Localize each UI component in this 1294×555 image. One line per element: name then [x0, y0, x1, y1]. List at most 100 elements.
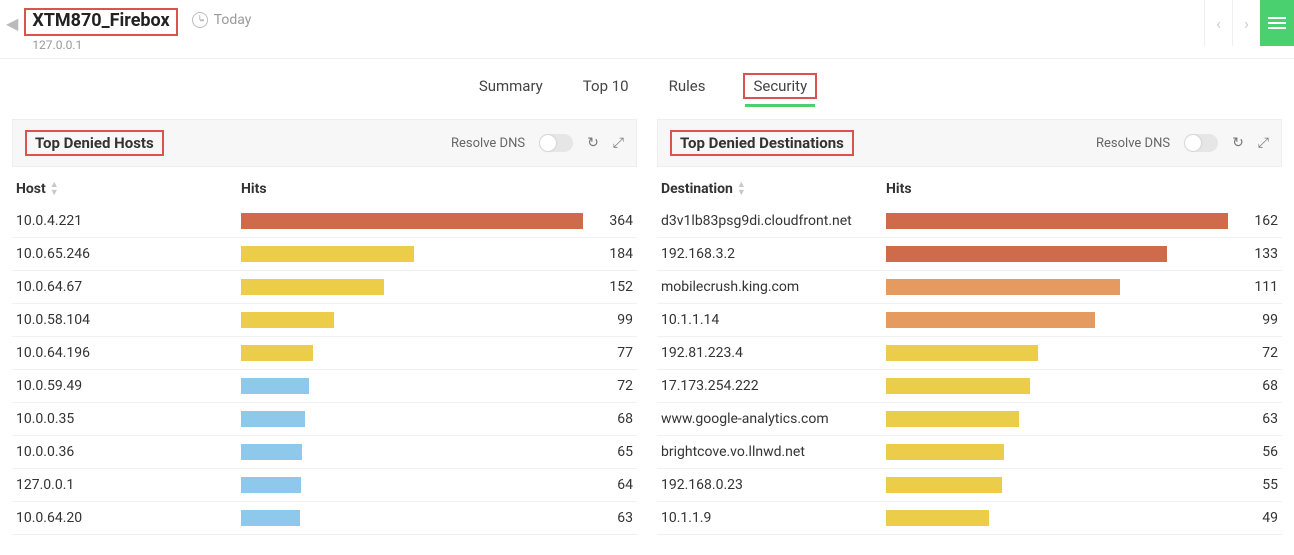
hits-bar — [241, 345, 313, 361]
table-row[interactable]: 192.81.223.4 72 — [657, 337, 1282, 370]
hits-bar — [241, 510, 300, 526]
bar-wrap — [886, 378, 1228, 394]
table-row[interactable]: 10.0.65.246184 — [12, 238, 637, 271]
table-row[interactable]: d3v1lb83psg9di.cloudfront.net 162 — [657, 205, 1282, 238]
row-value: 162 — [1228, 213, 1278, 229]
table-row[interactable]: 10.1.1.14 99 — [657, 304, 1282, 337]
tab-top-10[interactable]: Top 10 — [581, 73, 631, 99]
row-value: 99 — [583, 312, 633, 328]
hits-bar — [241, 411, 305, 427]
refresh-icon[interactable]: ↻ — [1232, 135, 1244, 151]
table-row[interactable]: mobilecrush.king.com111 — [657, 271, 1282, 304]
row-value: 133 — [1228, 246, 1278, 262]
bar-wrap — [241, 411, 583, 427]
bar-wrap — [886, 477, 1228, 493]
bar-wrap — [886, 444, 1228, 460]
row-label: 192.168.0.23 — [661, 477, 886, 493]
hamburger-icon — [1268, 22, 1286, 24]
resolve-dns-toggle[interactable] — [1184, 134, 1218, 152]
expand-icon[interactable]: ⤢ — [613, 135, 624, 151]
bar-wrap — [241, 444, 583, 460]
hits-bar — [886, 444, 1004, 460]
hits-bar — [886, 510, 989, 526]
table-row[interactable]: 127.0.0.164 — [12, 469, 637, 502]
row-label: 10.1.1.14 — [661, 312, 886, 328]
table-row[interactable]: 10.0.64.19677 — [12, 337, 637, 370]
menu-button[interactable] — [1260, 0, 1294, 46]
table-row[interactable]: 10.0.64.20 63 — [12, 502, 637, 535]
table-row[interactable]: 10.0.0.3568 — [12, 403, 637, 436]
row-label: 10.0.64.20 — [16, 510, 241, 526]
table-row[interactable]: 10.1.1.949 — [657, 502, 1282, 535]
bar-wrap — [241, 510, 583, 526]
column-label[interactable]: Host▲▼ — [16, 181, 241, 197]
next-page-icon[interactable]: › — [1232, 0, 1260, 46]
row-value: 99 — [1228, 312, 1278, 328]
table-row[interactable]: 10.0.4.221 364 — [12, 205, 637, 238]
row-value: 56 — [1228, 444, 1278, 460]
hits-bar — [241, 246, 414, 262]
row-value: 63 — [1228, 411, 1278, 427]
panel-title: Top Denied Destinations — [670, 130, 854, 156]
expand-icon[interactable]: ⤢ — [1258, 135, 1269, 151]
table-row[interactable]: 10.0.64.67152 — [12, 271, 637, 304]
column-hits[interactable]: Hits — [241, 181, 633, 197]
column-hits[interactable]: Hits — [886, 181, 1278, 197]
bar-wrap — [886, 213, 1228, 229]
row-value: 49 — [1228, 510, 1278, 526]
panel-title: Top Denied Hosts — [25, 130, 164, 156]
hits-bar — [886, 411, 1019, 427]
column-headers: Host▲▼Hits — [12, 167, 637, 205]
table-row[interactable]: brightcove.vo.llnwd.net 56 — [657, 436, 1282, 469]
nav-right: ‹ › — [1204, 0, 1294, 46]
panel-0: Top Denied HostsResolve DNS↻⤢Host▲▼Hits1… — [12, 119, 637, 535]
refresh-icon[interactable]: ↻ — [587, 135, 599, 151]
device-name[interactable]: XTM870_Firebox — [24, 8, 177, 36]
tab-rules[interactable]: Rules — [667, 73, 708, 99]
bar-wrap — [241, 213, 583, 229]
panels-container: Top Denied HostsResolve DNS↻⤢Host▲▼Hits1… — [0, 109, 1294, 555]
back-arrow-icon[interactable]: ◀ — [6, 8, 24, 33]
bar-wrap — [886, 312, 1228, 328]
row-value: 72 — [1228, 345, 1278, 361]
time-range-picker[interactable]: Today — [178, 8, 252, 28]
bar-wrap — [886, 279, 1228, 295]
bar-wrap — [886, 246, 1228, 262]
prev-page-icon[interactable]: ‹ — [1204, 0, 1232, 46]
hits-bar — [241, 444, 302, 460]
bar-wrap — [886, 411, 1228, 427]
panel-1: Top Denied Destinations Resolve DNS ↻ ⤢ Dest… — [657, 119, 1282, 535]
tab-security[interactable]: Security — [743, 73, 817, 99]
top-bar: ◀ XTM870_Firebox 127.0.0.1 Today ‹ › — [0, 0, 1294, 59]
table-row[interactable]: 192.168.3.2133 — [657, 238, 1282, 271]
hits-bar — [886, 213, 1228, 229]
bar-wrap — [241, 312, 583, 328]
table-row[interactable]: 10.0.59.4972 — [12, 370, 637, 403]
hits-bar — [241, 312, 334, 328]
hits-bar — [886, 312, 1095, 328]
row-label: 10.0.0.35 — [16, 411, 241, 427]
device-block: XTM870_Firebox 127.0.0.1 — [24, 8, 177, 52]
panel-actions: Resolve DNS ↻ ⤢ — [451, 134, 624, 152]
table-row[interactable]: www.google-analytics.com63 — [657, 403, 1282, 436]
row-label: 10.0.4.221 — [16, 213, 241, 229]
row-value: 63 — [583, 510, 633, 526]
row-label: brightcove.vo.llnwd.net — [661, 444, 886, 460]
resolve-dns-toggle[interactable] — [539, 134, 573, 152]
row-label: 192.81.223.4 — [661, 345, 886, 361]
row-label: 10.0.64.67 — [16, 279, 241, 295]
tab-summary[interactable]: Summary — [477, 73, 545, 99]
resolve-dns-label: Resolve DNS — [1096, 136, 1170, 151]
row-value: 65 — [583, 444, 633, 460]
row-label: d3v1lb83psg9di.cloudfront.net — [661, 213, 886, 229]
clock-icon — [192, 12, 208, 28]
row-label: 127.0.0.1 — [16, 477, 241, 493]
hits-bar — [886, 246, 1167, 262]
resolve-dns-label: Resolve DNS — [451, 136, 525, 151]
table-row[interactable]: 10.0.0.3665 — [12, 436, 637, 469]
table-row[interactable]: 10.0.58.10499 — [12, 304, 637, 337]
table-row[interactable]: 192.168.0.2355 — [657, 469, 1282, 502]
row-value: 364 — [583, 213, 633, 229]
column-label[interactable]: Destination▲▼ — [661, 181, 886, 197]
table-row[interactable]: 17.173.254.22268 — [657, 370, 1282, 403]
